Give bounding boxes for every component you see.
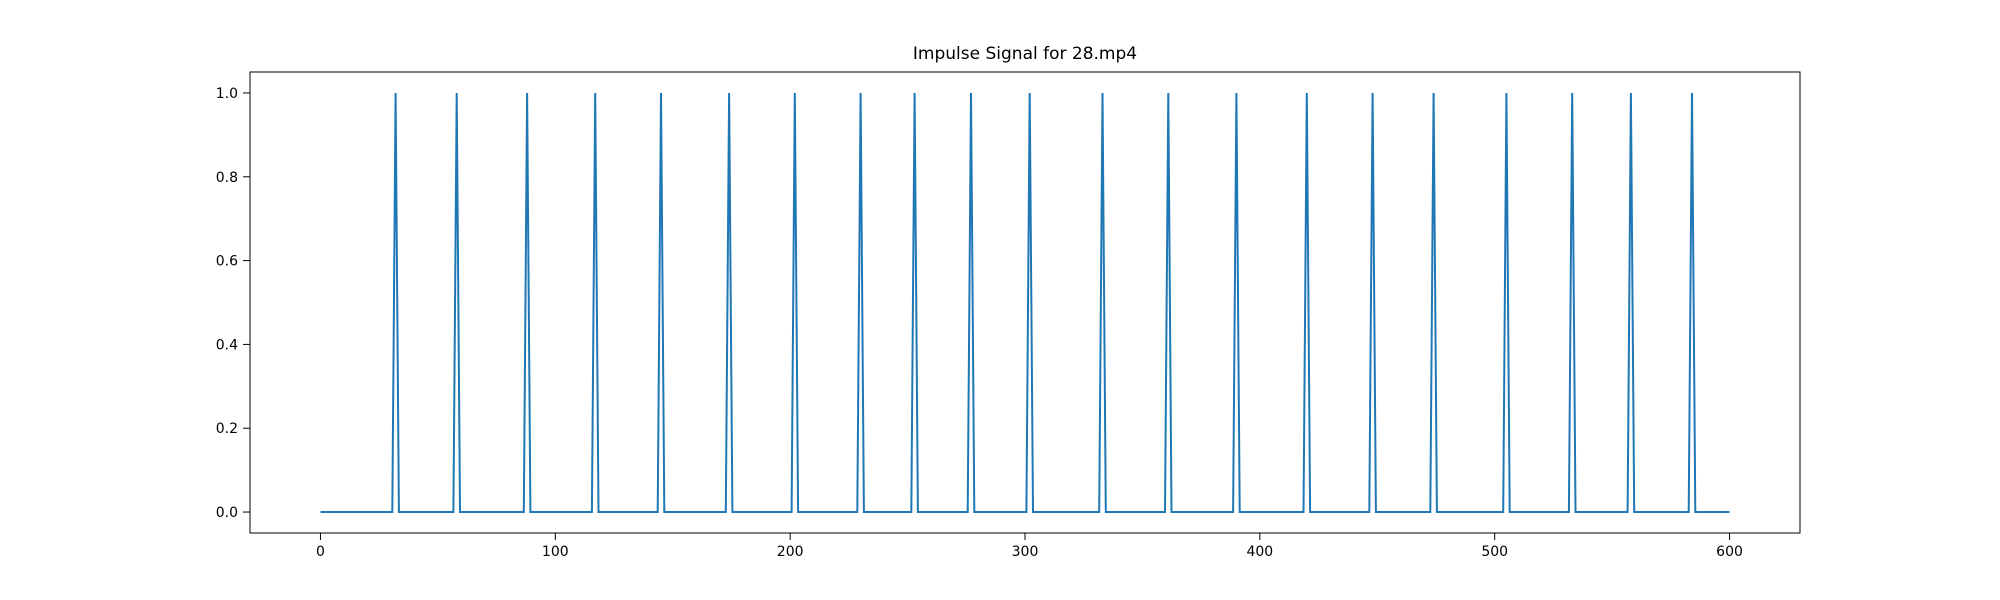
x-tick-label: 200	[777, 544, 804, 560]
x-tick-label: 500	[1481, 544, 1508, 560]
chart-title: Impulse Signal for 28.mp4	[912, 44, 1138, 64]
x-tick-label: 100	[542, 544, 569, 560]
y-tick-label: 0.4	[216, 337, 238, 353]
y-tick-label: 0.0	[216, 505, 238, 521]
y-tick-label: 0.6	[216, 254, 238, 270]
y-tick-label: 1.0	[216, 86, 238, 102]
impulse-signal-line	[320, 92, 1730, 513]
x-tick-label: 0	[316, 544, 325, 560]
axes-frame	[249, 71, 1801, 534]
x-tick-label: 400	[1246, 544, 1273, 560]
y-tick-label: 0.8	[216, 170, 238, 186]
y-tick-label: 0.2	[216, 421, 238, 437]
x-tick-label: 300	[1012, 544, 1039, 560]
x-tick-label: 600	[1716, 544, 1743, 560]
